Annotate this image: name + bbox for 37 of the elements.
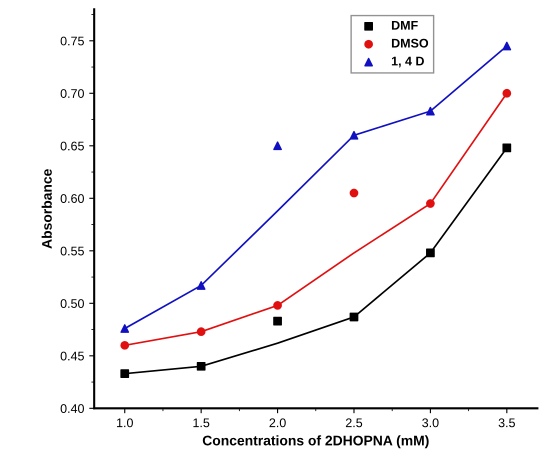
point (426, 199, 435, 208)
point (196, 281, 206, 290)
y-axis-title: Absorbance (42, 169, 52, 249)
legend-label: 1, 4 D (392, 56, 424, 68)
x-tick-label: 2.5 (346, 418, 362, 428)
x-tick-label: 1.0 (117, 418, 133, 428)
y-tick-label: 0.55 (60, 246, 84, 256)
point (426, 106, 435, 116)
point (273, 301, 282, 310)
y-tick-label: 0.40 (60, 404, 84, 413)
x-tick-label: 3.0 (422, 418, 439, 428)
point (273, 141, 282, 150)
point (196, 327, 206, 336)
point (350, 312, 358, 322)
point (502, 144, 512, 152)
point (350, 130, 358, 140)
y-tick-label: 0.75 (60, 36, 84, 46)
point (196, 362, 206, 371)
legend-label: DMF (392, 20, 418, 30)
point (502, 88, 512, 98)
y-tick-label: 0.50 (60, 299, 84, 308)
x-tick-label: 2.0 (270, 418, 286, 428)
point (350, 188, 358, 198)
point (120, 369, 130, 378)
y-tick-label: 0.65 (60, 142, 84, 150)
y-tick-label: 0.60 (60, 194, 84, 203)
point (120, 340, 130, 350)
y-tick-label: 0.45 (60, 352, 84, 360)
x-tick-label: 1.5 (193, 418, 210, 428)
legend-label: DMSO (392, 38, 428, 48)
x-tick-label: 3.5 (498, 418, 515, 428)
y-tick-label: 0.70 (60, 89, 84, 98)
point (502, 42, 512, 50)
x-axis-title: Concentrations of 2DHOPNA (mM) (202, 435, 429, 448)
point (273, 316, 282, 326)
point (426, 248, 435, 258)
point (120, 324, 130, 333)
